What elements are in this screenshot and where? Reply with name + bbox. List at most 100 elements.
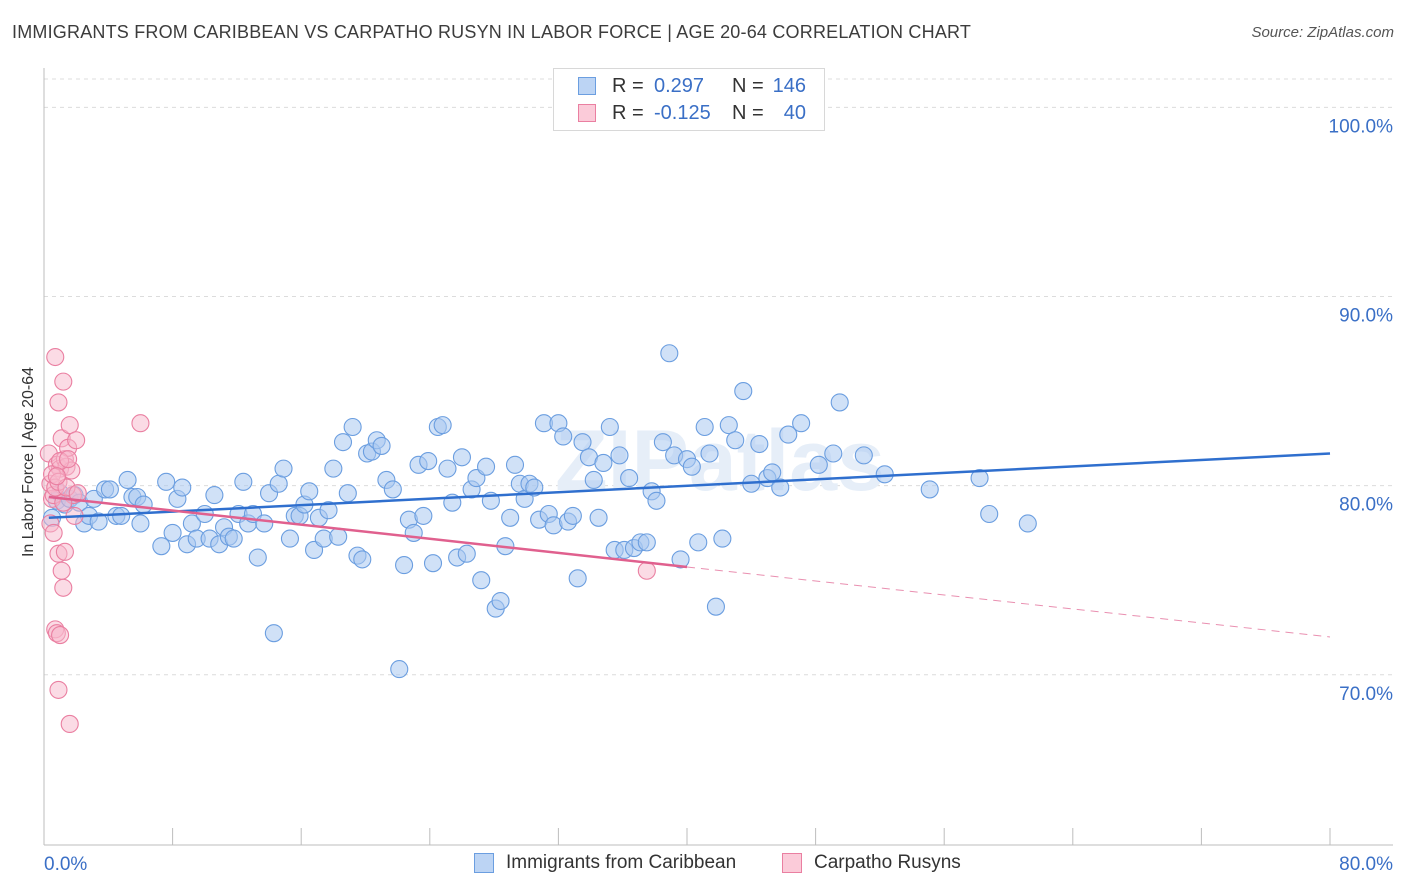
legend-swatch-pink [578,104,596,122]
point-caribbean [779,425,798,444]
legend-r-label: R = [612,101,644,124]
legend-n-value: 40 [783,101,806,124]
point-rusyn [55,542,74,561]
point-caribbean [419,452,438,471]
point-rusyn [44,523,63,542]
point-rusyn [59,450,78,469]
legend-row-caribbean: R = 0.297 N = 146 [578,74,806,98]
point-caribbean [594,453,613,472]
x-tick-label: 80.0% [1339,854,1393,875]
point-caribbean [383,480,402,499]
point-caribbean [163,523,182,542]
stats-legend: R = 0.297 N = 146 R = -0.125 N = 40 [553,68,825,131]
bottom-legend-caribbean: Immigrants from Caribbean [474,852,736,874]
point-caribbean [477,457,496,476]
point-caribbean [333,433,353,452]
point-caribbean [854,446,873,465]
chart-title: IMMIGRANTS FROM CARIBBEAN VS CARPATHO RU… [12,22,972,42]
point-caribbean [671,550,690,569]
y-tick-label: 100.0% [1329,116,1394,137]
point-caribbean [433,416,452,435]
bottom-legend-label: Carpatho Rusyns [814,852,961,873]
x-tick-label: 0.0% [44,854,87,875]
point-caribbean [792,414,811,433]
point-caribbean [89,512,108,531]
point-caribbean [610,446,629,465]
point-caribbean [118,470,137,490]
point-caribbean [423,554,443,573]
point-rusyn [54,372,73,391]
bottom-legend-rusyn: Carpatho Rusyns [782,852,961,874]
point-caribbean [414,506,433,525]
point-caribbean [224,529,243,548]
legend-n-value: 146 [772,74,806,97]
point-caribbean [319,501,338,520]
point-rusyn [49,680,68,699]
y-tick-label: 70.0% [1339,684,1393,705]
point-caribbean [390,660,409,679]
point-caribbean [112,506,131,525]
trend-line-rusyn-extension [686,566,1331,638]
bottom-legend-label: Immigrants from Caribbean [506,852,737,873]
point-caribbean [584,470,603,490]
point-caribbean [637,533,656,552]
point-caribbean [713,529,732,548]
point-caribbean [809,455,828,474]
point-caribbean [573,433,592,452]
point-caribbean [734,382,753,401]
axis-labels: 70.0% 80.0% 90.0% 100.0% 0.0% 80.0% In Labor F… [20,116,1393,875]
point-caribbean [100,480,119,499]
point-caribbean [300,482,319,501]
legend-swatch-blue [578,77,596,95]
point-caribbean [700,444,719,463]
point-caribbean [269,474,288,493]
point-rusyn [49,393,68,412]
point-rusyn [46,347,65,367]
point-caribbean [706,597,725,616]
point-caribbean [682,457,701,476]
point-rusyn [51,626,70,645]
point-caribbean [152,537,171,556]
point-caribbean [980,504,999,524]
point-rusyn [54,578,73,597]
bottom-legend-swatch-pink [782,853,802,873]
point-caribbean [472,571,491,590]
point-caribbean [255,514,274,533]
point-caribbean [525,478,544,497]
point-caribbean [505,455,525,474]
point-rusyn [68,484,87,503]
point-caribbean [647,491,666,510]
point-caribbean [248,548,267,567]
legend-r-value: 0.297 [654,74,705,97]
point-caribbean [395,556,414,575]
legend-r-value: -0.125 [654,101,711,124]
y-tick-label: 90.0% [1339,306,1393,327]
point-caribbean [824,444,843,463]
point-caribbean [157,472,176,491]
point-caribbean [689,533,708,552]
point-caribbean [695,417,714,437]
point-caribbean [563,506,582,525]
point-caribbean [343,417,362,437]
point-caribbean [338,484,357,503]
point-caribbean [554,427,573,446]
point-caribbean [353,550,372,569]
point-caribbean [600,417,619,437]
point-caribbean [660,344,679,363]
trend-line-caribbean [48,452,1331,520]
point-caribbean [173,478,192,497]
point-caribbean [771,478,790,497]
point-caribbean [457,544,476,563]
point-caribbean [438,459,457,478]
point-caribbean [134,495,153,514]
point-caribbean [274,459,293,478]
trend-lines [48,452,1331,638]
point-caribbean [1018,514,1037,533]
point-caribbean [920,480,939,499]
point-rusyn [637,561,656,580]
point-rusyn [60,714,79,734]
legend-r-label: R = [612,74,644,97]
point-rusyn [52,561,71,580]
point-caribbean [719,416,738,435]
